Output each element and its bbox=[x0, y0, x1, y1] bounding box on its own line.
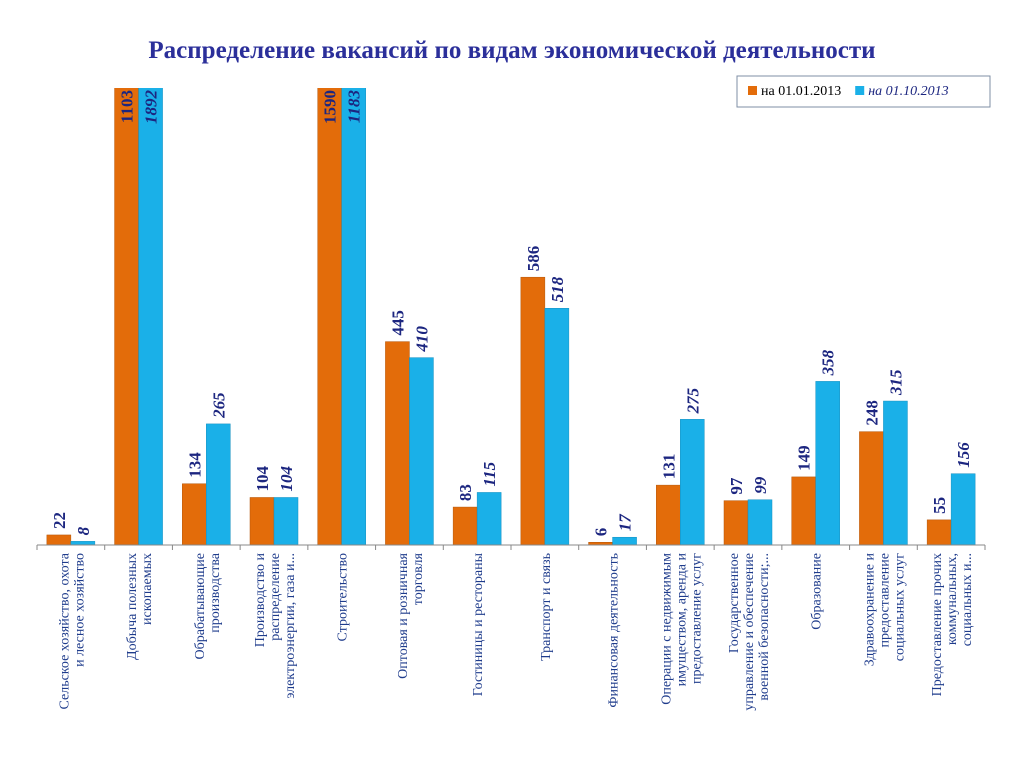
data-label: 115 bbox=[480, 461, 499, 486]
data-label: 22 bbox=[50, 512, 69, 529]
data-label: 265 bbox=[209, 392, 228, 419]
legend-label: на 01.01.2013 bbox=[761, 84, 841, 99]
bar bbox=[791, 476, 816, 546]
bar bbox=[950, 473, 976, 546]
x-tick-label: Предоставление прочихкоммунальных,социал… bbox=[930, 553, 975, 696]
data-label: 445 bbox=[388, 310, 407, 336]
data-label: 104 bbox=[277, 466, 296, 492]
data-label: 17 bbox=[616, 513, 635, 532]
x-tick-label: Транспорт и связь bbox=[539, 553, 554, 661]
bar bbox=[859, 431, 884, 546]
bar bbox=[70, 541, 96, 546]
x-tick-label: Операции с недвижимымимуществом, аренда … bbox=[659, 553, 704, 705]
x-tick-label: Строительство bbox=[336, 553, 351, 641]
data-label: 8 bbox=[74, 526, 93, 535]
data-label: 1103 bbox=[118, 90, 137, 123]
x-tick-label: Здравоохранение ипредоставлениесоциальны… bbox=[862, 552, 907, 666]
bar bbox=[723, 500, 749, 546]
data-label: 358 bbox=[819, 349, 838, 376]
data-label: 99 bbox=[751, 476, 770, 494]
x-tick-label: Образование bbox=[810, 553, 825, 630]
bar bbox=[385, 341, 410, 546]
x-tick-label: Сельское хозяйство, охотаи лесное хозяйс… bbox=[57, 552, 87, 709]
data-label: 131 bbox=[659, 454, 678, 480]
data-label: 1590 bbox=[321, 90, 340, 124]
bar bbox=[747, 499, 773, 546]
bar bbox=[520, 276, 546, 546]
bar bbox=[46, 534, 72, 546]
bar bbox=[680, 419, 705, 546]
x-tick-label: Гостиницы и рестораны bbox=[471, 552, 486, 696]
data-label: 518 bbox=[548, 276, 567, 302]
data-label: 410 bbox=[412, 326, 431, 353]
data-label: 6 bbox=[592, 528, 611, 537]
data-label: 97 bbox=[727, 477, 746, 495]
data-label: 55 bbox=[930, 497, 949, 514]
data-label: 1892 bbox=[142, 90, 161, 125]
legend-swatch bbox=[855, 86, 865, 95]
x-tick-label: Добыча полезныхископаемых bbox=[125, 553, 155, 660]
bar bbox=[926, 519, 952, 546]
legend-label: на 01.10.2013 bbox=[868, 84, 948, 99]
bar bbox=[452, 506, 478, 546]
data-label: 156 bbox=[954, 442, 973, 468]
legend-swatch bbox=[748, 86, 757, 95]
bar bbox=[138, 88, 163, 546]
bar bbox=[656, 484, 681, 546]
bar bbox=[612, 536, 637, 546]
x-tick-label: Производство ираспределениеэлектроэнерги… bbox=[253, 553, 298, 699]
data-label: 275 bbox=[683, 387, 702, 414]
data-label: 1183 bbox=[345, 90, 364, 124]
bar bbox=[409, 357, 434, 546]
bar bbox=[544, 308, 570, 546]
labels: 22 1103 134 104 1590 445 83 586 6 131 97 149 248 55 8 1… bbox=[50, 90, 973, 537]
x-tick-label: Государственноеуправление и обеспечениев… bbox=[727, 553, 772, 711]
x-tick-label: Оптовая и розничнаяторговля bbox=[396, 552, 426, 678]
bar bbox=[273, 497, 299, 546]
bar bbox=[182, 483, 207, 546]
x-tick-label: Финансовая деятельность bbox=[607, 553, 622, 708]
bar bbox=[249, 497, 275, 546]
chart-title: Распределение вакансий по видам экономич… bbox=[148, 37, 875, 64]
x-tick-label: Обрабатывающиепроизводства bbox=[193, 552, 223, 659]
bar bbox=[206, 423, 231, 546]
data-label: 315 bbox=[886, 369, 905, 396]
bar bbox=[815, 381, 840, 546]
data-label: 104 bbox=[253, 465, 272, 491]
bar bbox=[476, 492, 502, 546]
bar bbox=[317, 88, 342, 546]
plot-area bbox=[46, 88, 976, 546]
data-label: 586 bbox=[524, 246, 543, 272]
bar bbox=[883, 400, 908, 546]
data-label: 149 bbox=[795, 445, 814, 471]
bar bbox=[341, 88, 366, 546]
data-label: 83 bbox=[456, 484, 475, 501]
data-label: 134 bbox=[185, 452, 204, 478]
data-label: 248 bbox=[862, 400, 881, 426]
